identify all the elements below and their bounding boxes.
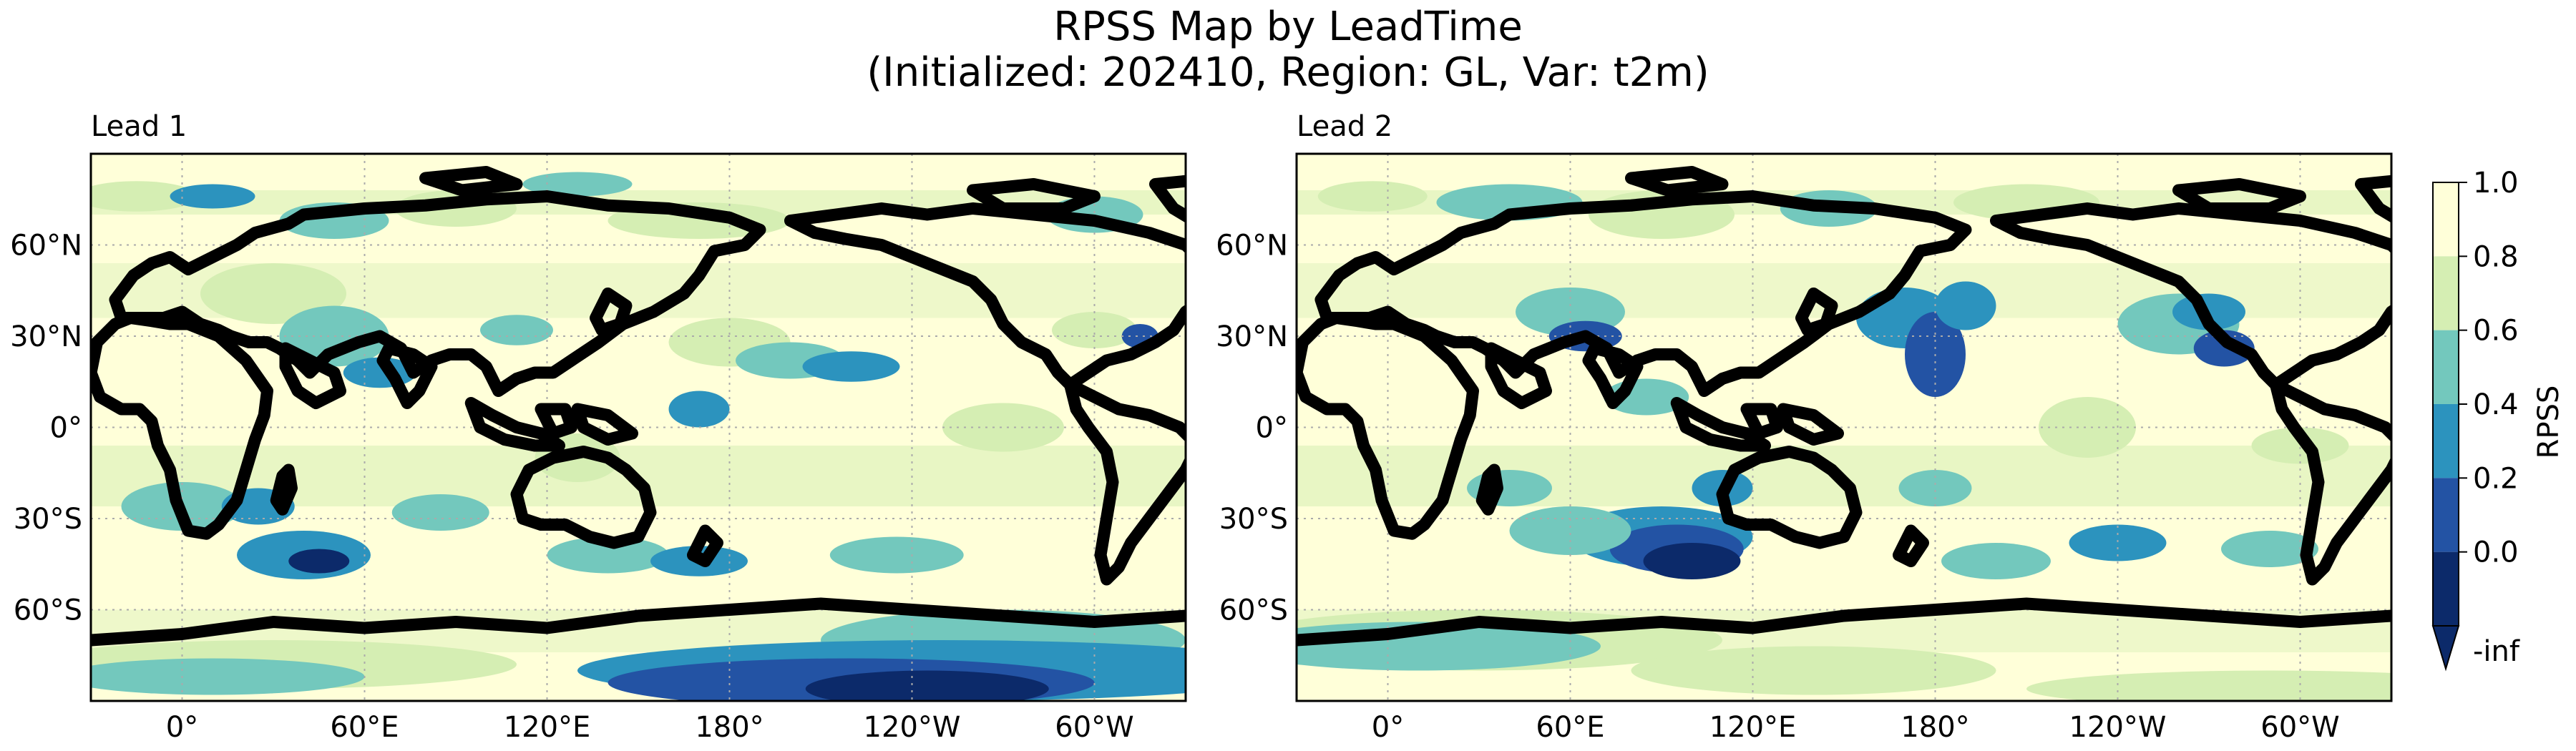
x-tick-label: 60°E [330, 711, 399, 744]
colorbar-extend-arrow [2431, 625, 2460, 672]
y-tick-label: 60°S [1219, 594, 1288, 627]
x-tick-label: 60°W [1055, 711, 1133, 744]
colorbar-blocks [2433, 182, 2459, 626]
x-tick-label: 0° [166, 711, 198, 744]
colorbar-block [2433, 256, 2459, 330]
colorbar-block [2433, 551, 2459, 626]
colorbar-tick-label: 0.0 [2473, 536, 2519, 569]
x-tick-label: 180° [1901, 711, 1969, 744]
colorbar-tick-label: 1.0 [2473, 167, 2519, 200]
y-tick-label: 60°N [10, 230, 82, 262]
x-tick-labels-lead-1: 0° 60°E 120°E 180° 120°W 60°W [166, 711, 1134, 744]
colorbar-block [2433, 404, 2459, 478]
y-tick-label: 30°N [1216, 320, 1288, 353]
y-tick-label: 0° [50, 412, 82, 445]
x-tick-label: 120°E [1709, 711, 1797, 744]
colorbar-tick-label: 0.4 [2473, 388, 2519, 421]
colorbar-tick-labels: 1.0 0.8 0.6 0.4 0.2 0.0 -inf [2459, 167, 2520, 668]
colorbar-block [2433, 330, 2459, 404]
colorbar-label: RPSS [2532, 386, 2565, 459]
y-tick-label: 60°S [14, 594, 82, 627]
colorbar-tick-label: -inf [2473, 635, 2520, 668]
figure-title-line1: RPSS Map by LeadTime [1053, 4, 1523, 50]
colorbar-tick-label: 0.8 [2473, 240, 2519, 273]
x-tick-label: 120°E [504, 711, 591, 744]
x-tick-label: 0° [1372, 711, 1404, 744]
x-tick-label: 180° [695, 711, 763, 744]
x-tick-label: 120°W [2069, 711, 2167, 744]
map-frame-lead-1 [89, 152, 1187, 702]
y-tick-label: 30°S [1219, 503, 1288, 536]
x-tick-labels-lead-2: 0° 60°E 120°E 180° 120°W 60°W [1372, 711, 2340, 744]
y-tick-labels-lead-1: 60°N 30°N 0° 30°S 60°S [10, 230, 82, 627]
colorbar-tick-label: 0.2 [2473, 462, 2519, 495]
x-tick-label: 60°E [1536, 711, 1604, 744]
colorbar-block [2433, 182, 2459, 257]
y-tick-label: 30°S [14, 503, 82, 536]
colorbar: 1.0 0.8 0.6 0.4 0.2 0.0 -inf RPSS [2431, 167, 2565, 672]
figure-title-line2: (Initialized: 202410, Region: GL, Var: t… [867, 49, 1709, 96]
y-tick-label: 0° [1256, 412, 1288, 445]
panel-title-lead-2: Lead 2 [1297, 110, 1392, 143]
map-panel-lead-2: Lead 2 60°N 30°N 0° 30°S 60°S 0° 60°E 120°E 180… [1216, 110, 2393, 744]
y-tick-label: 30°N [10, 320, 82, 353]
y-tick-labels-lead-2: 60°N 30°N 0° 30°S 60°S [1216, 230, 1288, 627]
panel-title-lead-1: Lead 1 [91, 110, 187, 143]
map-panel-lead-1: Lead 1 60°N 30°N 0° 30°S 60°S 0° 60°E 120°E 180… [10, 110, 1187, 744]
y-tick-label: 60°N [1216, 230, 1288, 262]
x-tick-label: 120°W [864, 711, 961, 744]
x-tick-label: 60°W [2260, 711, 2339, 744]
map-frame-lead-2 [1295, 152, 2393, 702]
colorbar-tick-label: 0.6 [2473, 315, 2519, 348]
rpss-field-lead-1 [91, 154, 1186, 701]
colorbar-block [2433, 478, 2459, 552]
